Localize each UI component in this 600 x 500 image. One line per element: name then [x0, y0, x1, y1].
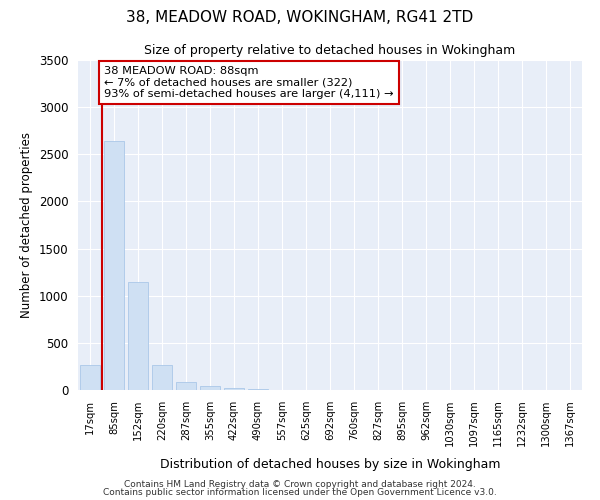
Bar — [80, 364, 100, 390]
Bar — [104, 141, 124, 390]
Bar — [128, 282, 148, 390]
X-axis label: Distribution of detached houses by size in Wokingham: Distribution of detached houses by size … — [160, 458, 500, 470]
Bar — [152, 364, 172, 390]
Text: 38, MEADOW ROAD, WOKINGHAM, RG41 2TD: 38, MEADOW ROAD, WOKINGHAM, RG41 2TD — [127, 10, 473, 25]
Y-axis label: Number of detached properties: Number of detached properties — [20, 132, 33, 318]
Bar — [200, 386, 220, 390]
Bar — [224, 388, 244, 390]
Title: Size of property relative to detached houses in Wokingham: Size of property relative to detached ho… — [145, 44, 515, 58]
Text: Contains HM Land Registry data © Crown copyright and database right 2024.: Contains HM Land Registry data © Crown c… — [124, 480, 476, 489]
Text: Contains public sector information licensed under the Open Government Licence v3: Contains public sector information licen… — [103, 488, 497, 497]
Text: 38 MEADOW ROAD: 88sqm
← 7% of detached houses are smaller (322)
93% of semi-deta: 38 MEADOW ROAD: 88sqm ← 7% of detached h… — [104, 66, 394, 99]
Bar — [176, 382, 196, 390]
